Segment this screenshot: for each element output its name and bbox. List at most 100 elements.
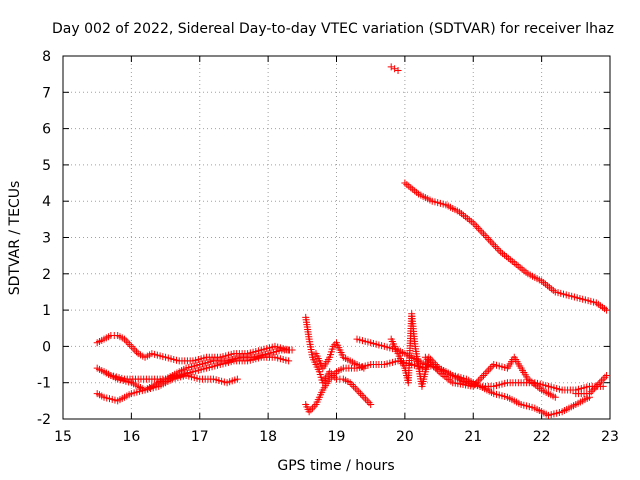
- data-point: [488, 362, 496, 370]
- data-point: [433, 366, 441, 374]
- series-track-a: [93, 332, 293, 365]
- data-point: [310, 402, 318, 410]
- data-point: [425, 357, 433, 365]
- data-point: [346, 379, 354, 387]
- data-point: [122, 337, 130, 345]
- data-point: [473, 379, 481, 387]
- series-track-e: [302, 313, 375, 408]
- y-axis-label: SDTVAR / TECUs: [7, 181, 23, 296]
- series-track-d: [100, 368, 241, 394]
- data-point: [486, 237, 494, 245]
- data-point: [493, 244, 501, 252]
- chart-title: Day 002 of 2022, Sidereal Day-to-day VTE…: [52, 21, 614, 37]
- data-point: [478, 373, 486, 381]
- x-axis-label: GPS time / hours: [277, 458, 394, 474]
- data-point: [480, 230, 488, 238]
- data-point: [483, 368, 491, 376]
- x-tick-label: 19: [328, 429, 346, 445]
- data-point: [474, 224, 482, 232]
- series-track-l: [421, 353, 559, 401]
- data-point: [358, 391, 366, 399]
- data-point: [478, 228, 486, 236]
- y-tick-label: 7: [42, 85, 51, 101]
- data-point: [485, 366, 493, 374]
- data-point: [476, 375, 484, 383]
- y-tick-label: 2: [42, 267, 51, 283]
- data-point: [362, 395, 370, 403]
- data-point: [307, 406, 315, 414]
- data-point: [360, 393, 368, 401]
- series-track-j: [401, 179, 611, 314]
- data-point: [367, 400, 375, 408]
- data-point: [585, 390, 593, 398]
- data-point: [599, 375, 607, 383]
- data-points: [93, 63, 611, 419]
- data-point: [599, 382, 607, 390]
- x-tick-label: 16: [122, 429, 140, 445]
- data-point: [476, 226, 484, 234]
- data-point: [587, 388, 595, 396]
- data-point: [430, 362, 438, 370]
- data-point: [127, 342, 135, 350]
- data-point: [428, 361, 436, 369]
- data-point: [285, 357, 293, 365]
- data-point: [394, 67, 402, 75]
- data-point: [348, 381, 356, 389]
- data-point: [365, 399, 373, 407]
- x-tick-label: 18: [259, 429, 277, 445]
- x-tick-label: 23: [601, 429, 619, 445]
- data-point: [423, 355, 431, 363]
- data-point: [481, 232, 489, 240]
- data-point: [387, 63, 395, 71]
- x-tick-label: 20: [396, 429, 414, 445]
- x-tick-label: 17: [191, 429, 209, 445]
- data-point: [421, 353, 429, 361]
- data-point: [601, 373, 609, 381]
- data-point: [471, 381, 479, 389]
- data-point: [131, 346, 139, 354]
- data-point: [129, 344, 137, 352]
- data-point: [121, 335, 129, 343]
- data-point: [363, 397, 371, 405]
- data-point: [427, 359, 435, 367]
- data-point: [485, 235, 493, 243]
- data-point: [309, 404, 317, 412]
- data-point: [326, 375, 334, 383]
- data-point: [350, 382, 358, 390]
- data-point: [326, 368, 334, 376]
- data-point: [473, 223, 481, 231]
- data-point: [480, 371, 488, 379]
- x-tick-label: 21: [464, 429, 482, 445]
- data-point: [355, 388, 363, 396]
- data-point: [432, 364, 440, 372]
- data-point: [469, 382, 477, 390]
- data-point: [124, 339, 132, 347]
- data-point: [486, 364, 494, 372]
- data-point: [488, 239, 496, 247]
- data-point: [603, 306, 611, 314]
- data-point: [592, 382, 600, 390]
- data-point: [596, 379, 604, 387]
- data-point: [351, 384, 359, 392]
- grid-lines: [63, 56, 610, 419]
- y-tick-label: 1: [42, 303, 51, 319]
- data-point: [589, 386, 597, 394]
- x-tick-label: 15: [54, 429, 72, 445]
- series-track-m: [572, 371, 611, 398]
- data-point: [469, 219, 477, 227]
- y-tick-label: 5: [42, 158, 51, 174]
- data-point: [329, 371, 337, 379]
- data-point: [474, 377, 482, 385]
- data-point: [331, 341, 339, 349]
- y-tick-label: 3: [42, 231, 51, 247]
- data-point: [356, 390, 364, 398]
- series-track-i: [387, 310, 593, 419]
- data-point: [591, 384, 599, 392]
- data-point: [133, 348, 141, 356]
- data-point: [597, 377, 605, 385]
- y-tick-label: 0: [42, 339, 51, 355]
- data-point: [483, 234, 491, 241]
- y-tick-label: 8: [42, 49, 51, 65]
- data-point: [391, 65, 399, 73]
